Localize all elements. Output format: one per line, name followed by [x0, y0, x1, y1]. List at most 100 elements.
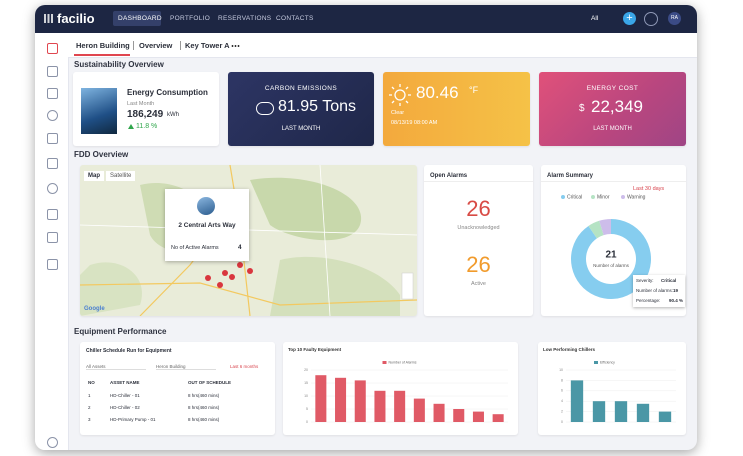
legend-swatch	[591, 195, 595, 199]
cost-card: ENERGY COST $ 22,349 LAST MONTH	[539, 72, 686, 146]
card-period: LAST MONTH	[593, 126, 632, 132]
weather-card: 80.46 °F Clear 08/13/19 08:00 AM	[383, 72, 530, 146]
bar	[472, 411, 484, 422]
chart-title: Top 10 Faulty Equipment	[288, 347, 342, 352]
donut-segment	[599, 219, 611, 236]
timestamp: 08/13/19 08:00 AM	[391, 120, 438, 126]
tooltip: Severity: Critical Number of alarms: 19 …	[633, 275, 685, 307]
bar	[658, 411, 672, 422]
legend-label: Minor	[597, 194, 610, 200]
popup-title: 2 Central Arts Way	[178, 222, 236, 229]
bar	[315, 375, 327, 422]
bar	[335, 377, 347, 422]
cell: 1	[88, 393, 91, 398]
cell: 2	[88, 405, 91, 410]
sidebar-icon[interactable]	[47, 88, 58, 99]
legend-swatch	[561, 195, 565, 199]
map-popup: 2 Central Arts Way No of Active Alarms 4	[165, 189, 249, 261]
legend-label: Critical	[567, 194, 582, 200]
bar-chart: Low Performing Chillers Efficiency 0 2 4 6 8 10	[543, 347, 676, 424]
map-tab[interactable]: Satellite	[106, 171, 136, 181]
avatar[interactable]: RA	[668, 12, 681, 25]
tooltip-key: Number of alarms:	[636, 288, 674, 293]
map-attribution: Google	[84, 306, 105, 312]
legend-swatch	[621, 195, 625, 199]
y-tick-label: 15	[304, 381, 308, 385]
map-card: Map Satellite 2 Central Arts Way No of A…	[80, 165, 417, 316]
sidebar-icon[interactable]	[47, 259, 58, 270]
apps-icon[interactable]	[44, 14, 53, 23]
alarm-summary-card: Alarm Summary Last 30 days Critical Minor…	[541, 165, 686, 316]
card-period: LAST MONTH	[281, 126, 321, 132]
more-icon[interactable]	[231, 45, 240, 47]
bar	[374, 390, 386, 422]
donut-segment	[571, 219, 651, 299]
map-tab[interactable]: Map	[84, 171, 104, 181]
cell: HD-Primary Pump - 01	[110, 417, 156, 422]
card-value: 81.95 Tons	[278, 98, 356, 115]
sidebar-icon[interactable]	[47, 232, 58, 243]
sidebar-icon[interactable]	[47, 66, 58, 77]
breadcrumb[interactable]: Overview	[139, 41, 173, 50]
table-card: Chiller Schedule Run for Equipment All A…	[80, 342, 275, 435]
settings-icon[interactable]	[47, 437, 58, 448]
donut-label: Number of alarms	[593, 263, 630, 268]
separator	[180, 41, 181, 50]
y-tick-label: 20	[304, 368, 308, 372]
bar	[614, 401, 628, 422]
sidebar-icon[interactable]	[47, 43, 58, 54]
site-dropdown[interactable]: All	[591, 15, 599, 22]
column-header: OUT OF SCHEDULE	[188, 380, 232, 385]
legend-label: Efficiency	[600, 360, 615, 364]
column-header: ASSET NAME	[110, 380, 140, 385]
breadcrumb[interactable]: Heron Building	[76, 41, 130, 50]
nav-item[interactable]: DASHBOARD	[118, 15, 162, 22]
sidebar-icon[interactable]	[47, 209, 58, 220]
breadcrumb[interactable]: Key Tower A	[185, 41, 230, 50]
card-title: CARBON EMISSIONS	[264, 85, 338, 92]
sidebar-icon[interactable]	[47, 183, 58, 194]
filter[interactable]: Last 6 months	[230, 364, 259, 369]
building-photo	[81, 88, 117, 134]
donut-chart: Critical Minor Warning 21 Number of alarms	[561, 194, 651, 299]
sidebar-icon[interactable]	[47, 133, 58, 144]
bar	[433, 403, 445, 422]
logo[interactable]: facilio	[57, 11, 95, 26]
nav-item[interactable]: RESERVATIONS	[218, 15, 272, 22]
column-header: NO	[88, 380, 95, 385]
card-title: Chiller Schedule Run for Equipment	[86, 348, 172, 354]
add-button[interactable]: +	[623, 12, 636, 25]
nav-item[interactable]: CONTACTS	[276, 15, 314, 22]
cell: 3	[88, 417, 91, 422]
section-title: Sustainability Overview	[74, 60, 164, 69]
alarm-count: 26	[466, 252, 491, 277]
alarm-count: 26	[466, 196, 491, 221]
card-change: 11.8 %	[136, 123, 158, 130]
cell: 8 hrs(460 mins)	[188, 393, 220, 398]
currency: $	[579, 103, 585, 114]
active-underline	[74, 54, 130, 56]
temperature: 80.46	[416, 83, 459, 102]
nav-item[interactable]: PORTFOLIO	[170, 15, 211, 22]
filter[interactable]: Heron Building	[156, 364, 216, 370]
bar	[636, 403, 650, 422]
filter[interactable]: All Assets	[86, 364, 146, 370]
card-title: ENERGY COST	[586, 85, 639, 92]
sidebar-icon[interactable]	[47, 158, 58, 169]
donut-segment	[588, 220, 604, 239]
y-tick-label: 0	[561, 420, 563, 424]
bar	[592, 401, 606, 422]
cell: 8 hrs(460 mins)	[188, 405, 220, 410]
section-title: FDD Overview	[74, 150, 129, 159]
popup-label: No of Active Alarms	[171, 245, 219, 251]
chart-card: Low Performing Chillers Efficiency 0 2 4 6 8 10	[538, 342, 686, 435]
card-period: Last Month	[127, 101, 155, 107]
card-title: Open Alarms	[430, 173, 468, 179]
notification-icon[interactable]	[644, 12, 658, 26]
bar-chart: Top 10 Faulty Equipment Number of Alarms 0…	[288, 347, 508, 424]
bar	[492, 414, 504, 422]
cell: HD-Chiller - 02	[110, 405, 140, 410]
range-filter[interactable]: Last 30 days	[633, 186, 665, 192]
temperature-unit: °F	[469, 85, 479, 95]
sidebar-icon[interactable]	[47, 110, 58, 121]
